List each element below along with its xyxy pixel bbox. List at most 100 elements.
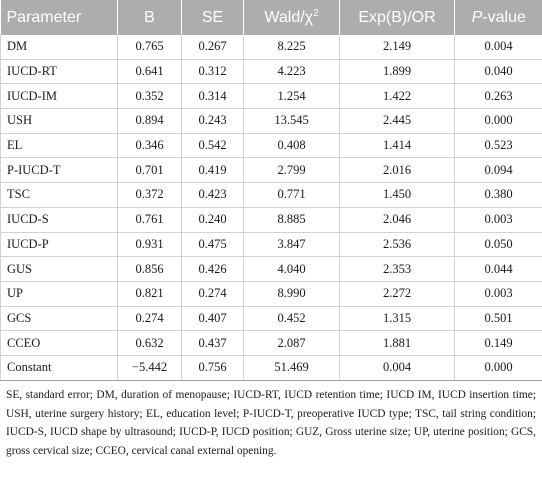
table-row: DM 0.765 0.267 8.225 2.149 0.004 xyxy=(0,35,542,60)
cell-expb: 1.315 xyxy=(339,306,455,332)
cell-b: 0.346 xyxy=(117,133,182,159)
table-row: Constant −5.442 0.756 51.469 0.004 0.000 xyxy=(0,355,542,381)
cell-expb: 2.046 xyxy=(339,207,455,233)
header-wald-text: Wald/χ xyxy=(264,9,314,26)
cell-expb: 2.016 xyxy=(339,157,455,184)
table-row: IUCD-S 0.761 0.240 8.885 2.046 0.003 xyxy=(0,207,542,233)
table-footnote: SE, standard error; DM, duration of meno… xyxy=(6,389,536,457)
cell-b: 0.821 xyxy=(117,281,182,307)
cell-b: 0.856 xyxy=(117,256,182,282)
cell-se: 0.407 xyxy=(181,306,244,332)
cell-expb: 2.536 xyxy=(339,232,455,258)
cell-expb: 2.353 xyxy=(339,256,455,282)
cell-se: 0.267 xyxy=(181,35,244,60)
cell-pvalue: 0.004 xyxy=(454,35,542,60)
table-row: P-IUCD-T 0.701 0.419 2.799 2.016 0.094 xyxy=(0,157,542,184)
cell-expb: 0.004 xyxy=(339,355,455,381)
cell-se: 0.426 xyxy=(181,256,244,282)
cell-expb: 1.422 xyxy=(339,83,455,110)
cell-se: 0.437 xyxy=(181,330,244,356)
header-wald-superscript: 2 xyxy=(313,8,319,19)
cell-parameter: P-IUCD-T xyxy=(0,157,118,184)
cell-b: 0.701 xyxy=(117,157,182,184)
cell-expb: 1.899 xyxy=(339,59,455,85)
cell-se: 0.542 xyxy=(181,133,244,159)
table-row: IUCD-RT 0.641 0.312 4.223 1.899 0.040 xyxy=(0,59,542,85)
table-row: GUS 0.856 0.426 4.040 2.353 0.044 xyxy=(0,256,542,282)
cell-pvalue: 0.000 xyxy=(454,355,542,381)
cell-parameter: IUCD-IM xyxy=(0,83,118,110)
cell-wald: 51.469 xyxy=(243,355,340,381)
table-row: IUCD-IM 0.352 0.314 1.254 1.422 0.263 xyxy=(0,83,542,110)
table-row: EL 0.346 0.542 0.408 1.414 0.523 xyxy=(0,133,542,159)
header-b: B xyxy=(117,0,182,35)
header-pvalue: P-value xyxy=(454,0,542,35)
cell-parameter: GUS xyxy=(0,256,118,282)
cell-parameter: IUCD-S xyxy=(0,207,118,233)
cell-se: 0.314 xyxy=(181,83,244,110)
table-row: TSC 0.372 0.423 0.771 1.450 0.380 xyxy=(0,182,542,208)
cell-se: 0.756 xyxy=(181,355,244,381)
cell-b: 0.894 xyxy=(117,108,182,134)
cell-b: 0.641 xyxy=(117,59,182,85)
table-body: DM 0.765 0.267 8.225 2.149 0.004 IUCD-RT 0.641 0… xyxy=(0,35,542,381)
cell-pvalue: 0.044 xyxy=(454,256,542,282)
cell-b: 0.931 xyxy=(117,232,182,258)
cell-pvalue: 0.523 xyxy=(454,133,542,159)
cell-expb: 1.414 xyxy=(339,133,455,159)
cell-b: 0.765 xyxy=(117,35,182,60)
cell-expb: 1.450 xyxy=(339,182,455,208)
cell-pvalue: 0.380 xyxy=(454,182,542,208)
cell-pvalue: 0.050 xyxy=(454,232,542,258)
cell-pvalue: 0.003 xyxy=(454,281,542,307)
cell-b: 0.632 xyxy=(117,330,182,356)
cell-expb: 2.445 xyxy=(339,108,455,134)
cell-parameter: EL xyxy=(0,133,118,159)
cell-wald: 2.799 xyxy=(243,157,340,184)
cell-parameter: UP xyxy=(0,281,118,307)
cell-b: 0.274 xyxy=(117,306,182,332)
table-row: IUCD-P 0.931 0.475 3.847 2.536 0.050 xyxy=(0,232,542,258)
header-pvalue-italic: P xyxy=(471,8,483,26)
cell-wald: 0.452 xyxy=(243,306,340,332)
header-pvalue-rest: -value xyxy=(482,8,526,26)
cell-parameter: Constant xyxy=(0,355,118,381)
cell-parameter: USH xyxy=(0,108,118,134)
cell-b: 0.372 xyxy=(117,182,182,208)
cell-se: 0.423 xyxy=(181,182,244,208)
cell-se: 0.274 xyxy=(181,281,244,307)
table-row: CCEO 0.632 0.437 2.087 1.881 0.149 xyxy=(0,330,542,356)
cell-pvalue: 0.263 xyxy=(454,83,542,110)
cell-pvalue: 0.040 xyxy=(454,59,542,85)
cell-wald: 13.545 xyxy=(243,108,340,134)
cell-parameter: DM xyxy=(0,35,118,60)
table-row: UP 0.821 0.274 8.990 2.272 0.003 xyxy=(0,281,542,307)
cell-parameter: IUCD-P xyxy=(0,232,118,258)
table-row: USH 0.894 0.243 13.545 2.445 0.000 xyxy=(0,108,542,134)
cell-parameter: IUCD-RT xyxy=(0,59,118,85)
cell-se: 0.419 xyxy=(181,157,244,184)
cell-wald: 8.885 xyxy=(243,207,340,233)
cell-wald: 8.990 xyxy=(243,281,340,307)
cell-wald: 4.223 xyxy=(243,59,340,85)
header-wald: Wald/χ2 xyxy=(243,0,340,35)
cell-wald: 0.408 xyxy=(243,133,340,159)
regression-table: Parameter B SE Wald/χ2 Exp(B)/OR P-value… xyxy=(0,0,542,381)
cell-expb: 2.149 xyxy=(339,35,455,60)
cell-pvalue: 0.501 xyxy=(454,306,542,332)
cell-wald: 8.225 xyxy=(243,35,340,60)
cell-expb: 1.881 xyxy=(339,330,455,356)
cell-parameter: GCS xyxy=(0,306,118,332)
cell-se: 0.312 xyxy=(181,59,244,85)
cell-se: 0.475 xyxy=(181,232,244,258)
cell-se: 0.243 xyxy=(181,108,244,134)
cell-se: 0.240 xyxy=(181,207,244,233)
cell-wald: 3.847 xyxy=(243,232,340,258)
header-expb: Exp(B)/OR xyxy=(339,0,455,35)
header-se: SE xyxy=(181,0,244,35)
cell-b: −5.442 xyxy=(117,355,182,381)
cell-parameter: TSC xyxy=(0,182,118,208)
cell-wald: 2.087 xyxy=(243,330,340,356)
cell-expb: 2.272 xyxy=(339,281,455,307)
